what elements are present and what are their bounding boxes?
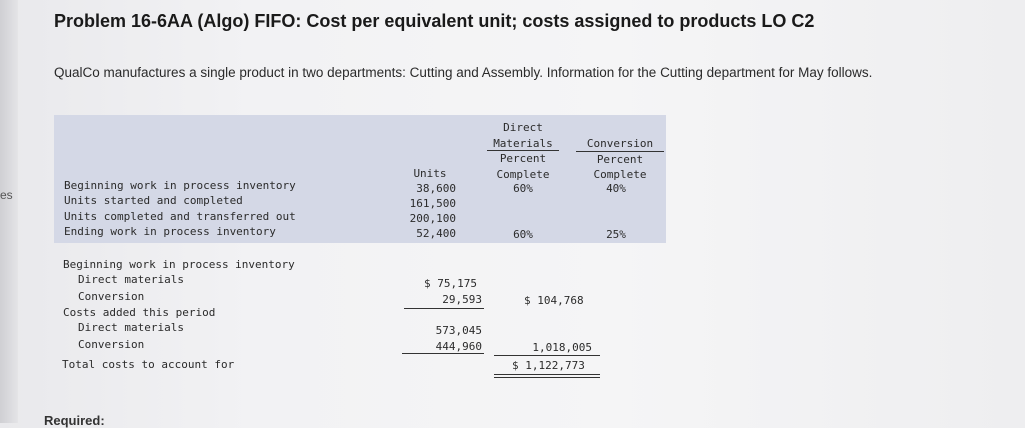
cost-row-label: Conversion [78,290,145,303]
total-double-underline [494,377,600,378]
sidebar-edge: es [0,0,18,423]
cost-value: 29,593 [442,293,482,306]
subtotal-underline [402,353,484,354]
unit-row-value: 52,400 [416,227,456,240]
cost-value: 1,018,005 [532,341,592,354]
subtotal-underline [404,308,484,309]
cost-value: $ 104,768 [524,294,584,307]
cost-row-label: Direct materials [78,273,184,286]
total-double-underline [494,374,600,375]
cost-row-label: Costs added this period [63,306,216,319]
cost-row-label: Conversion [78,338,145,351]
cost-value: 573,045 [435,324,482,337]
unit-row-label: Beginning work in process inventory [64,179,296,192]
dm-percent: 60% [513,182,533,195]
total-cost-value: $ 1,122,773 [512,359,585,372]
table-header-band [54,115,666,243]
unit-row-value: 38,600 [416,182,456,195]
conv-percent: 40% [606,182,626,195]
dm-header: Direct Materials Percent Complete [493,121,553,181]
problem-intro: QualCo manufactures a single product in … [54,65,873,80]
conv-header-underline [576,151,664,152]
cost-row-label: Total costs to account for [62,358,235,371]
required-heading: Required: [44,413,105,428]
sidebar-fragment-text: es [0,188,13,202]
total-underline [494,355,600,356]
unit-row-value: 200,100 [409,212,456,225]
problem-title: Problem 16-6AA (Algo) FIFO: Cost per equ… [54,11,815,31]
conv-header: Conversion Percent Complete [586,137,654,181]
unit-row-label: Ending work in process inventory [64,225,276,238]
unit-row-label: Units started and completed [64,194,243,207]
conv-percent: 25% [606,228,626,241]
units-header: Units [413,167,447,180]
cost-value: $ 75,175 [424,277,477,290]
cost-value: 444,960 [435,340,482,353]
cost-row-label: Direct materials [78,321,184,334]
dm-percent: 60% [513,228,533,241]
unit-row-label: Units completed and transferred out [64,210,296,223]
cost-row-label: Beginning work in process inventory [63,258,295,271]
unit-row-value: 161,500 [409,197,456,210]
dm-header-underline [487,150,559,151]
